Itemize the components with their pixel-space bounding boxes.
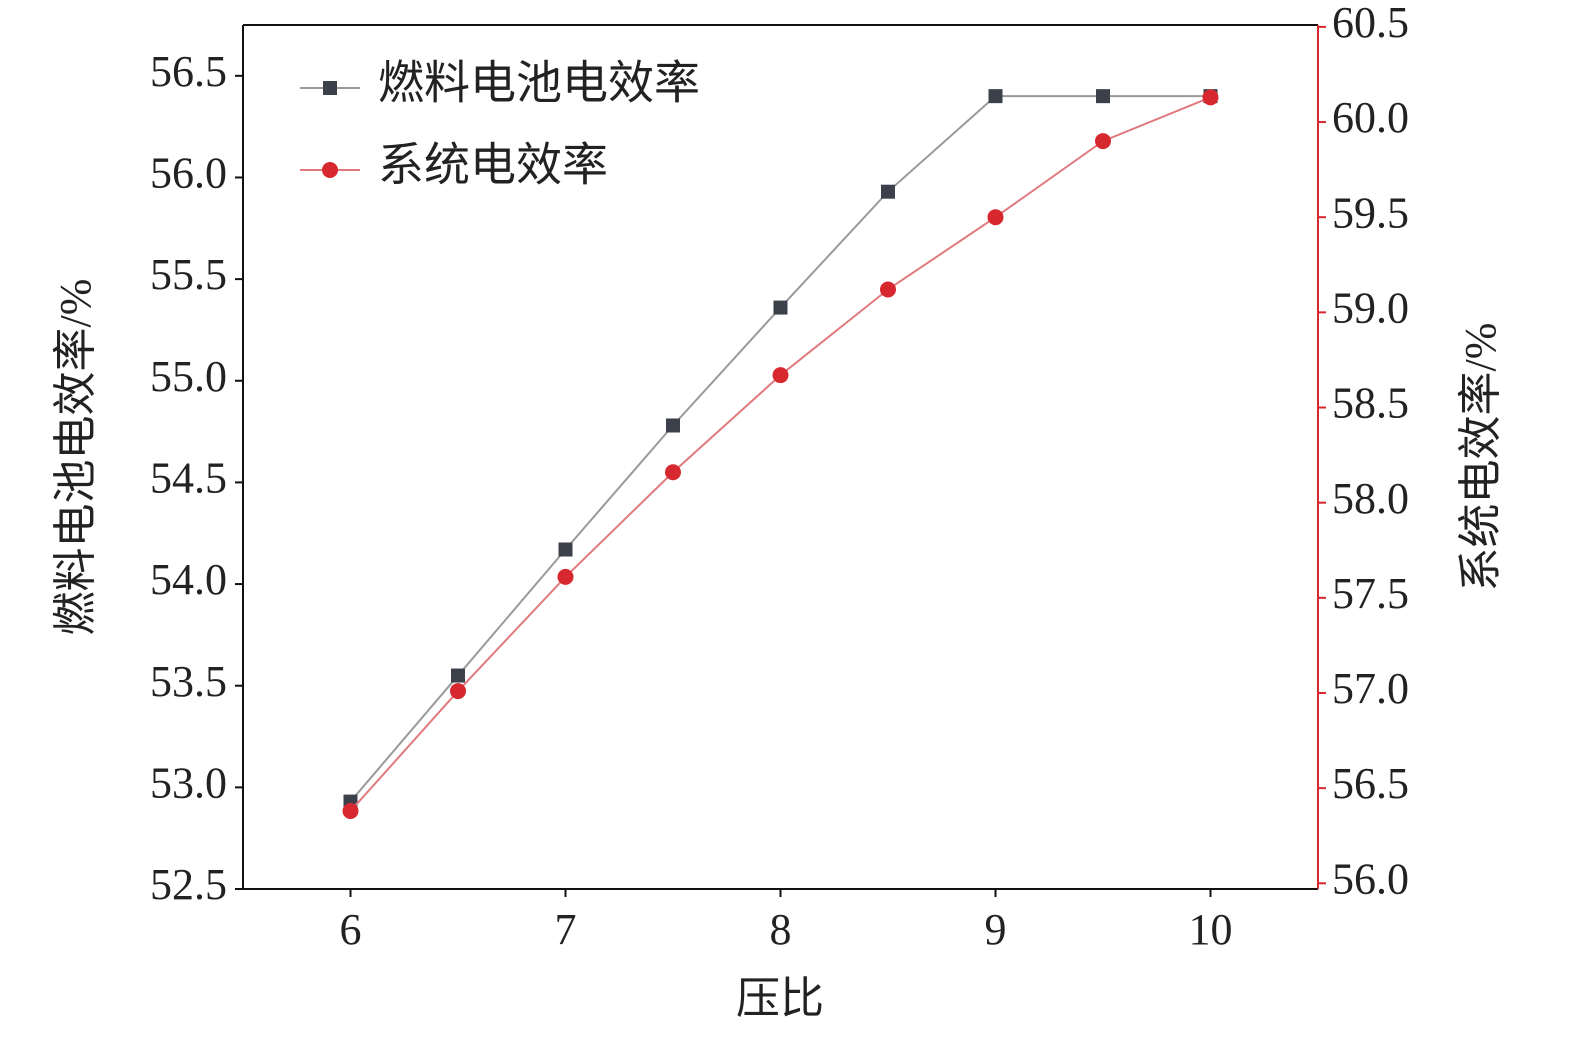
y2-tick-label: 60.5 [1332, 0, 1409, 47]
y2-tick-label: 59.0 [1332, 283, 1409, 332]
y2-axis-label: 系统电效率/% [1456, 323, 1505, 592]
y-tick-label: 53.5 [150, 657, 227, 706]
y2-tick-label: 58.0 [1332, 474, 1409, 523]
series-line [349, 96, 1211, 812]
legend-label: 燃料电池电效率 [378, 58, 700, 109]
legend-label: 系统电效率 [378, 140, 608, 191]
y-tick-label: 55.0 [150, 352, 227, 401]
legend-marker [322, 162, 338, 178]
data-point [665, 464, 681, 481]
x-tick-label: 9 [985, 905, 1007, 954]
data-point [666, 418, 680, 433]
data-point [1096, 89, 1110, 104]
data-point [450, 683, 466, 700]
x-axis-label: 压比 [736, 974, 824, 1023]
data-point [1095, 133, 1111, 150]
y-axis-label: 燃料电池电效率/% [51, 279, 100, 636]
y2-tick-label: 58.5 [1332, 379, 1409, 428]
data-point [773, 300, 788, 315]
data-point [1202, 89, 1219, 106]
y2-tick-label: 59.5 [1332, 188, 1409, 237]
y2-tick-label: 57.0 [1332, 664, 1409, 713]
y-tick-label: 52.5 [150, 860, 227, 909]
data-point [987, 209, 1004, 226]
data-point [558, 542, 573, 557]
x-tick-label: 7 [555, 905, 577, 954]
y-tick-label: 54.5 [150, 454, 227, 503]
y-tick-label: 55.5 [150, 250, 227, 299]
legend-marker [323, 81, 337, 95]
y2-tick-label: 57.5 [1332, 569, 1409, 618]
data-point [881, 184, 895, 199]
y-tick-label: 56.0 [150, 149, 227, 198]
data-point [557, 568, 574, 585]
x-tick-label: 8 [770, 905, 792, 954]
y-tick-label: 53.0 [150, 758, 227, 807]
data-point [772, 367, 789, 384]
x-tick-label: 10 [1189, 905, 1233, 954]
series-line [349, 95, 1211, 803]
y2-tick-label: 60.0 [1332, 93, 1409, 142]
data-point [342, 802, 359, 819]
y-tick-label: 56.5 [150, 47, 227, 96]
data-point [451, 668, 465, 683]
y-tick-label: 54.0 [150, 555, 227, 604]
data-point [880, 281, 896, 298]
x-tick-label: 6 [340, 905, 362, 954]
y2-tick-label: 56.0 [1332, 854, 1409, 903]
y2-tick-label: 56.5 [1332, 759, 1409, 808]
data-point [988, 89, 1003, 104]
